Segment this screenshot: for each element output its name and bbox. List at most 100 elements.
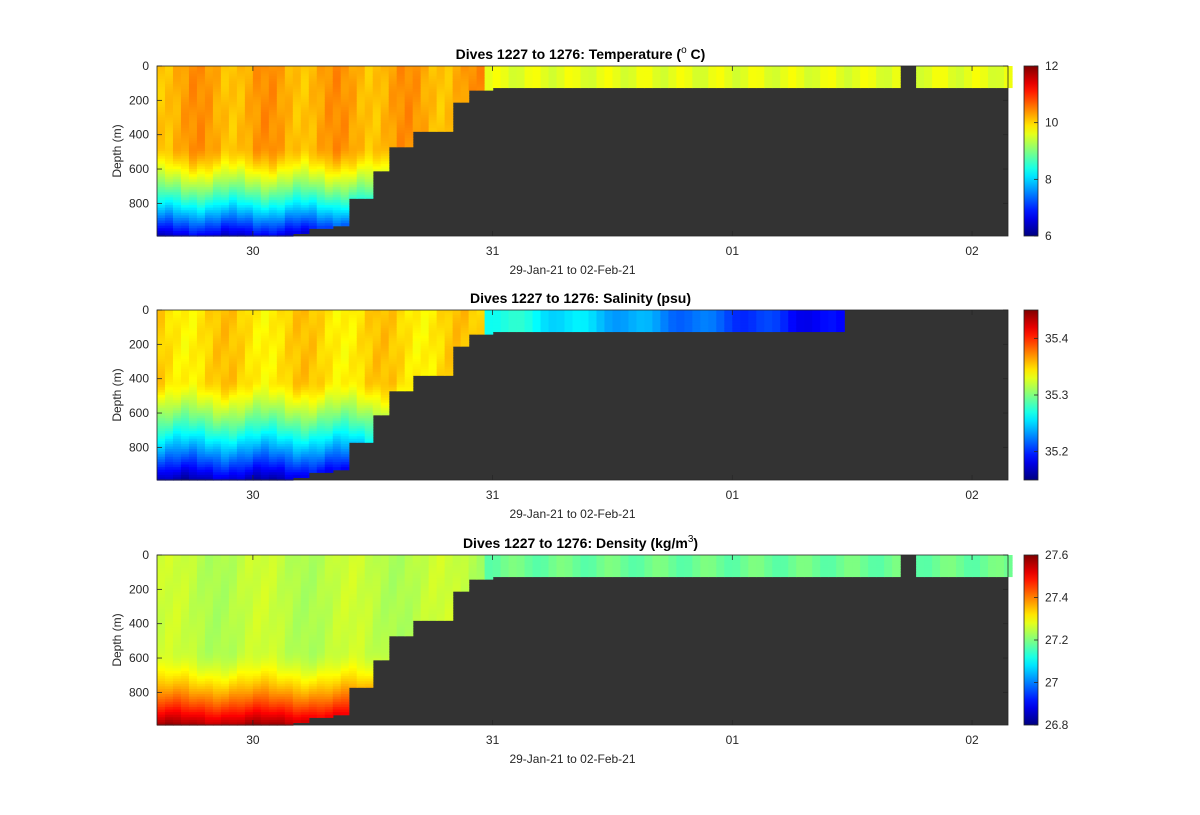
- data-cell: [356, 333, 366, 337]
- data-cell: [204, 436, 214, 440]
- data-cell: [380, 94, 390, 98]
- data-cell: [188, 189, 198, 193]
- data-cell: [388, 333, 398, 337]
- data-cell: [204, 127, 214, 131]
- data-cell: [180, 166, 190, 170]
- data-cell: [308, 369, 318, 373]
- data-cell: [452, 91, 462, 95]
- data-cell: [748, 76, 757, 80]
- data-cell: [652, 328, 662, 332]
- data-cell: [396, 325, 406, 329]
- data-cell: [188, 366, 198, 370]
- data-cell: [260, 132, 270, 137]
- data-cell: [157, 217, 166, 222]
- data-cell: [204, 325, 214, 329]
- data-cell: [364, 181, 374, 186]
- data-cell: [804, 68, 813, 72]
- data-cell: [348, 153, 358, 157]
- data-cell: [244, 459, 254, 463]
- data-cell: [364, 89, 374, 93]
- data-cell: [300, 425, 310, 430]
- data-cell: [204, 86, 214, 90]
- data-cell: [268, 446, 278, 450]
- data-cell: [836, 76, 845, 80]
- data-cell: [292, 384, 302, 388]
- data-cell: [276, 120, 286, 124]
- data-cell: [548, 328, 558, 332]
- data-cell: [948, 76, 957, 80]
- data-cell: [916, 81, 925, 85]
- data-cell: [196, 392, 206, 396]
- data-cell: [356, 194, 366, 198]
- data-cell: [212, 315, 222, 319]
- data-cell: [260, 192, 270, 196]
- data-cell: [172, 233, 182, 237]
- data-cell: [764, 73, 773, 77]
- data-cell: [236, 384, 246, 388]
- data-cell: [228, 181, 238, 186]
- data-cell: [476, 322, 486, 327]
- data-cell: [172, 474, 182, 479]
- data-cell: [292, 151, 302, 155]
- data-cell: [276, 335, 286, 339]
- data-cell: [332, 423, 342, 427]
- data-cell: [420, 68, 430, 72]
- data-cell: [948, 68, 957, 72]
- data-cell: [244, 449, 254, 453]
- data-cell: [180, 230, 190, 235]
- data-cell: [316, 317, 326, 321]
- data-cell: [196, 320, 206, 324]
- data-cell: [284, 223, 294, 227]
- data-cell: [412, 351, 422, 355]
- data-cell: [444, 117, 454, 121]
- data-cell: [868, 73, 877, 77]
- data-cell: [436, 340, 446, 345]
- data-cell: [284, 376, 294, 381]
- data-cell: [524, 86, 534, 89]
- data-cell: [628, 76, 638, 80]
- data-cell: [516, 71, 526, 75]
- data-cell: [196, 220, 206, 224]
- data-cell: [324, 102, 334, 106]
- data-cell: [228, 371, 238, 375]
- data-cell: [244, 210, 254, 214]
- data-cell: [492, 310, 502, 314]
- data-cell: [157, 223, 166, 227]
- data-cell: [436, 117, 446, 121]
- data-cell: [196, 112, 206, 116]
- data-cell: [276, 346, 286, 350]
- data-cell: [260, 320, 270, 324]
- data-cell: [340, 130, 350, 134]
- data-cell: [196, 333, 206, 337]
- data-cell: [276, 194, 286, 198]
- data-cell: [188, 343, 198, 347]
- data-cell: [452, 338, 462, 342]
- data-cell: [164, 179, 174, 183]
- data-cell: [284, 205, 294, 209]
- data-cell: [340, 120, 350, 124]
- data-cell: [396, 364, 406, 368]
- data-cell: [324, 376, 334, 381]
- data-cell: [476, 76, 486, 80]
- data-cell: [212, 431, 222, 435]
- data-cell: [428, 317, 438, 321]
- data-cell: [444, 112, 454, 116]
- data-cell: [252, 71, 262, 75]
- data-cell: [244, 376, 254, 381]
- data-cell: [324, 171, 334, 175]
- data-cell: [412, 102, 422, 106]
- data-cell: [364, 122, 374, 126]
- data-cell: [220, 397, 230, 401]
- data-cell: [260, 330, 270, 334]
- data-cell: [172, 369, 182, 373]
- data-cell: [172, 163, 182, 168]
- data-cell: [964, 81, 973, 85]
- data-cell: [308, 140, 318, 144]
- data-cell: [348, 382, 358, 386]
- data-cell: [476, 310, 486, 314]
- data-cell: [300, 202, 310, 206]
- data-cell: [404, 135, 414, 139]
- data-cell: [284, 217, 294, 222]
- data-cell: [348, 428, 358, 432]
- data-cell: [180, 153, 190, 157]
